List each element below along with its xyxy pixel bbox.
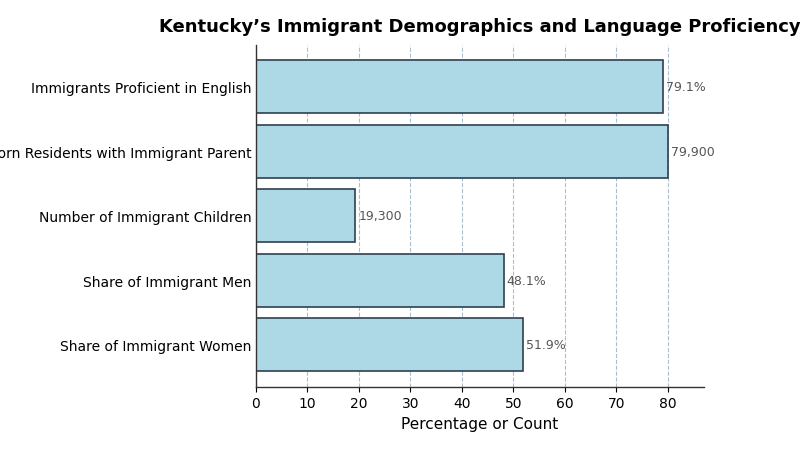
Bar [256, 61, 663, 114]
Text: 79,900: 79,900 [671, 145, 714, 158]
Bar [256, 254, 504, 307]
Text: 19,300: 19,300 [358, 210, 402, 222]
Bar [256, 190, 355, 243]
Text: 79.1%: 79.1% [666, 81, 706, 94]
X-axis label: Percentage or Count: Percentage or Count [402, 416, 558, 431]
Title: Kentucky’s Immigrant Demographics and Language Proficiency: Kentucky’s Immigrant Demographics and La… [159, 18, 800, 35]
Bar [256, 126, 668, 178]
Text: 51.9%: 51.9% [526, 339, 566, 351]
Text: 48.1%: 48.1% [506, 274, 546, 287]
Bar [256, 318, 523, 371]
